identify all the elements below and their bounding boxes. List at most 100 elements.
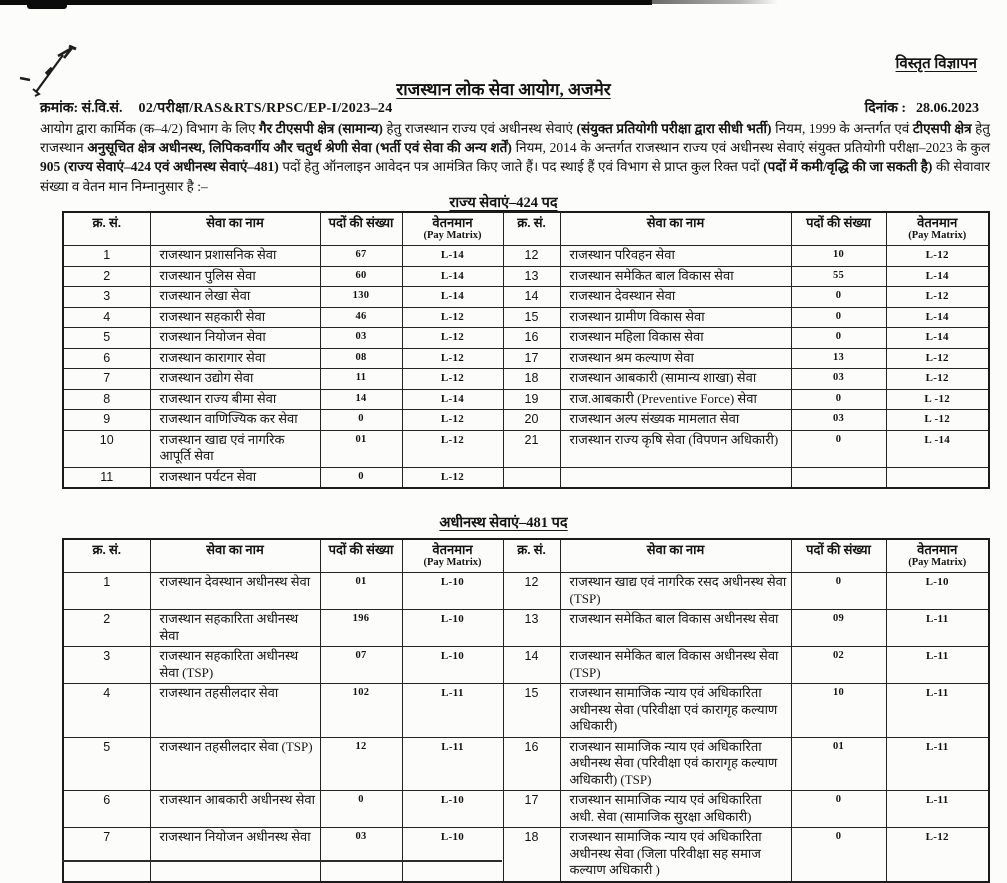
cell-pay-matrix: L-10 xyxy=(401,572,504,610)
column-header: वेतनमान (Pay Matrix) xyxy=(401,211,504,246)
cell-pay-matrix: L-10 xyxy=(885,572,990,610)
cell-serial-no: 17 xyxy=(502,347,561,369)
cell-pay-matrix: L-10 xyxy=(401,827,504,882)
cell-serial-no: 19 xyxy=(502,388,561,410)
date-line: दिनांक : 28.06.2023 xyxy=(865,98,979,117)
cell-post-count: 14 xyxy=(319,388,403,410)
cell-post-count: 0 xyxy=(790,572,887,610)
cell-service-name: राजस्थान आबकारी अधीनस्थ सेवा xyxy=(149,790,321,828)
table-row: 7 राजस्थान नियोजन अधीनस्थ सेवा 03 L-10 18 राज… xyxy=(62,827,990,882)
cell-pay-matrix: L-12 xyxy=(885,827,990,882)
table-header-row: क्र. सं. सेवा का नाम पदों की संख्या वेतनमान… xyxy=(62,538,990,573)
column-header: पदों की संख्या xyxy=(790,538,887,573)
cell-service-name: राजस्थान महिला विकास सेवा xyxy=(559,327,792,349)
date-value: 28.06.2023 xyxy=(916,101,979,116)
cell-service-name: राजस्थान श्रम कल्याण सेवा xyxy=(559,347,792,369)
cell-service-name: राजस्थान समेकित बाल विकास अधीनस्थ सेवा (… xyxy=(559,646,792,684)
cell-serial-no: 16 xyxy=(502,736,561,791)
column-header: वेतनमान (Pay Matrix) xyxy=(885,211,990,246)
cell-pay-matrix: L-12 xyxy=(401,306,504,328)
column-header: पदों की संख्या xyxy=(319,211,403,246)
cell-service-name: राजस्थान ग्रामीण विकास सेवा xyxy=(559,306,792,328)
cell-service-name: राजस्थान समेकित बाल विकास सेवा xyxy=(559,265,792,287)
cell-service-name: राजस्थान नियोजन सेवा xyxy=(149,327,321,349)
cell-serial-no: 14 xyxy=(502,646,561,684)
cell-pay-matrix: L -12 xyxy=(885,388,990,410)
cell-post-count: 0 xyxy=(319,466,403,489)
cell-serial-no: 4 xyxy=(62,683,151,738)
cell-serial-no: 15 xyxy=(502,306,561,328)
cell-service-name xyxy=(559,466,792,489)
cell-pay-matrix: L-12 xyxy=(401,429,504,468)
cell-serial-no: 7 xyxy=(62,368,151,390)
column-header: सेवा का नाम xyxy=(149,211,321,246)
table-row: 10 राजस्थान खाद्य एवं नागरिक आपूर्ति सेवा… xyxy=(62,429,990,468)
table-row: 5 राजस्थान नियोजन सेवा 03 L-12 16 राजस्थान मह… xyxy=(62,327,990,349)
column-header: सेवा का नाम xyxy=(149,538,321,573)
table-row: 2 राजस्थान पुलिस सेवा 60 L-14 13 राजस्थान समे… xyxy=(62,265,990,287)
reference-number-line: क्रमांक: सं.वि.सं. 02/परीक्षा/RAS&RTS/RPS… xyxy=(40,98,393,117)
column-header: सेवा का नाम xyxy=(559,211,792,246)
column-header: वेतनमान (Pay Matrix) xyxy=(401,538,504,573)
cell-serial-no: 15 xyxy=(502,683,561,738)
cell-service-name: राजस्थान खाद्य एवं नागरिक रसद अधीनस्थ से… xyxy=(559,572,792,610)
cell-pay-matrix: L-11 xyxy=(885,683,990,738)
column-header: क्र. सं. xyxy=(62,538,151,573)
cell-service-name: राजस्थान देवस्थान सेवा xyxy=(559,286,792,308)
cell-serial-no: 3 xyxy=(62,646,151,684)
cell-post-count: 09 xyxy=(790,609,887,647)
subordinate-services-table: क्र. सं. सेवा का नाम पदों की संख्या वेतनमान… xyxy=(62,538,990,883)
cell-service-name: राजस्थान लेखा सेवा xyxy=(149,286,321,308)
section-title-subordinate-services: अधीनस्थ सेवाएं–481 पद xyxy=(439,515,568,531)
cell-post-count: 0 xyxy=(790,388,887,410)
scan-edge-blob xyxy=(27,0,67,9)
cell-service-name: राजस्थान प्रशासनिक सेवा xyxy=(149,245,321,267)
cell-serial-no: 5 xyxy=(62,736,151,791)
cell-pay-matrix: L-12 xyxy=(401,368,504,390)
cell-pay-matrix: L-11 xyxy=(885,609,990,647)
cell-service-name: राजस्थान देवस्थान अधीनस्थ सेवा xyxy=(149,572,321,610)
column-header: पदों की संख्या xyxy=(319,538,403,573)
cell-serial-no: 8 xyxy=(62,388,151,410)
column-header: पदों की संख्या xyxy=(790,211,887,246)
cell-post-count: 11 xyxy=(319,368,403,390)
cell-post-count: 0 xyxy=(790,790,887,828)
cell-serial-no: 9 xyxy=(62,409,151,431)
cell-serial-no: 13 xyxy=(502,265,561,287)
cell-serial-no: 4 xyxy=(62,306,151,328)
cell-pay-matrix xyxy=(885,466,990,489)
cell-pay-matrix: L-14 xyxy=(401,286,504,308)
cell-post-count: 10 xyxy=(790,245,887,267)
cell-service-name: राजस्थान अल्प संख्यक मामलात सेवा xyxy=(559,409,792,431)
cell-post-count: 08 xyxy=(319,347,403,369)
cell-post-count: 0 xyxy=(790,286,887,308)
date-label: दिनांक : xyxy=(864,101,906,116)
table-row: 3 राजस्थान सहकारिता अधीनस्थ सेवा (TSP) 07 L… xyxy=(62,646,990,684)
table-row: 4 राजस्थान तहसीलदार सेवा 102 L-11 15 राजस्थान… xyxy=(62,683,990,738)
cell-post-count: 196 xyxy=(319,609,403,647)
cell-pay-matrix: L-14 xyxy=(401,265,504,287)
cell-service-name: राज.आबकारी (Preventive Force) सेवा xyxy=(559,388,792,410)
cell-post-count: 10 xyxy=(790,683,887,738)
cell-pay-matrix: L-14 xyxy=(885,306,990,328)
cell-serial-no: 5 xyxy=(62,327,151,349)
table-row: 1 राजस्थान देवस्थान अधीनस्थ सेवा 01 L-10 12 र… xyxy=(62,572,990,610)
cell-service-name: राजस्थान वाणिज्यिक कर सेवा xyxy=(149,409,321,431)
cell-pay-matrix: L-12 xyxy=(885,347,990,369)
cell-post-count: 55 xyxy=(790,265,887,287)
cell-pay-matrix: L-14 xyxy=(885,327,990,349)
cell-service-name: राजस्थान सहकारिता अधीनस्थ सेवा (TSP) xyxy=(149,646,321,684)
intro-paragraph: आयोग द्वारा कार्मिक (क–4/2) विभाग के लिए… xyxy=(40,121,990,194)
cell-pay-matrix: L-10 xyxy=(401,790,504,828)
cell-post-count: 102 xyxy=(319,683,403,738)
cell-pay-matrix: L-12 xyxy=(885,245,990,267)
cell-post-count: 03 xyxy=(319,827,403,882)
cell-service-name: राजस्थान राज्य कृषि सेवा (विपणन अधिकारी) xyxy=(559,429,792,468)
state-services-table: क्र. सं. सेवा का नाम पदों की संख्या वेतनमान… xyxy=(62,211,990,489)
cell-serial-no: 11 xyxy=(62,466,151,489)
cell-service-name: राजस्थान आबकारी (सामान्य शाखा) सेवा xyxy=(559,368,792,390)
reference-number: 02/परीक्षा/RAS&RTS/RPSC/EP-I/2023–24 xyxy=(138,101,393,116)
cell-post-count: 01 xyxy=(319,572,403,610)
cell-post-count: 46 xyxy=(319,306,403,328)
